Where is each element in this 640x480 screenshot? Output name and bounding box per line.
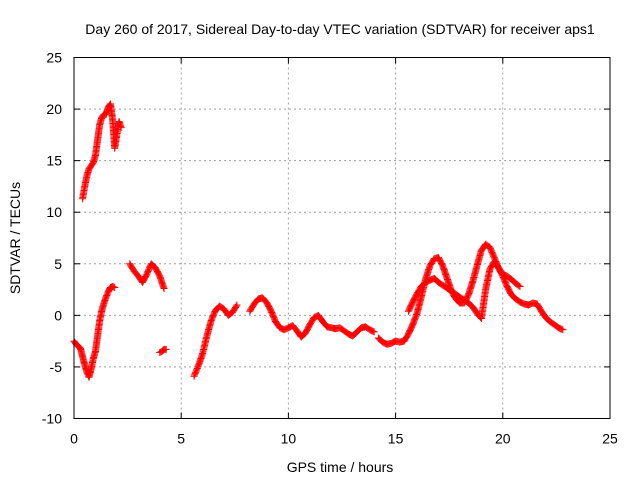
data-point	[515, 282, 523, 290]
x-tick-label: 15	[388, 431, 404, 447]
series-segment-9h-14h	[246, 294, 378, 341]
data-point	[558, 325, 566, 333]
x-axis-label: GPS time / hours	[287, 459, 394, 475]
data-point	[159, 346, 167, 354]
y-tick-label: 15	[46, 153, 62, 169]
data-points	[70, 100, 567, 381]
y-tick-label: 25	[46, 50, 62, 66]
plot-frame	[73, 57, 611, 419]
y-tick-label: -5	[50, 359, 63, 375]
data-point	[162, 345, 170, 353]
series-segment-overlap	[404, 258, 524, 322]
y-tick-label: 10	[46, 204, 62, 220]
data-point	[369, 327, 377, 335]
y-tick-label: 5	[54, 256, 62, 272]
x-tick-label: 25	[602, 431, 618, 447]
y-tick-label: 0	[54, 307, 62, 323]
y-tick-label: -10	[42, 411, 62, 427]
chart-title: Day 260 of 2017, Sidereal Day-to-day VTE…	[85, 21, 595, 37]
series-segment-4h-low	[156, 345, 170, 356]
data-point	[429, 256, 437, 264]
data-point	[117, 124, 125, 132]
series-segment-early-high	[79, 100, 125, 203]
data-point	[110, 283, 118, 291]
series-segment-early-low	[70, 282, 119, 381]
x-tick-label: 0	[70, 431, 78, 447]
data-point	[370, 328, 378, 336]
y-tick-label: 20	[46, 101, 62, 117]
data-point	[232, 302, 240, 310]
data-point	[160, 285, 168, 293]
data-point	[111, 284, 119, 292]
axis-ticks: 0 5 10 15 20 25 -10 -5 0 5 10 15 20 25	[42, 50, 618, 447]
series-segment-3h	[126, 260, 168, 293]
data-point	[559, 326, 567, 334]
x-tick-label: 20	[495, 431, 511, 447]
x-tick-label: 10	[281, 431, 297, 447]
grid	[74, 57, 610, 419]
series-segment-6h	[190, 301, 241, 380]
data-point	[233, 301, 241, 309]
y-axis-label: SDTVAR / TECUs	[7, 182, 23, 294]
x-tick-label: 5	[177, 431, 185, 447]
data-point	[516, 282, 524, 290]
